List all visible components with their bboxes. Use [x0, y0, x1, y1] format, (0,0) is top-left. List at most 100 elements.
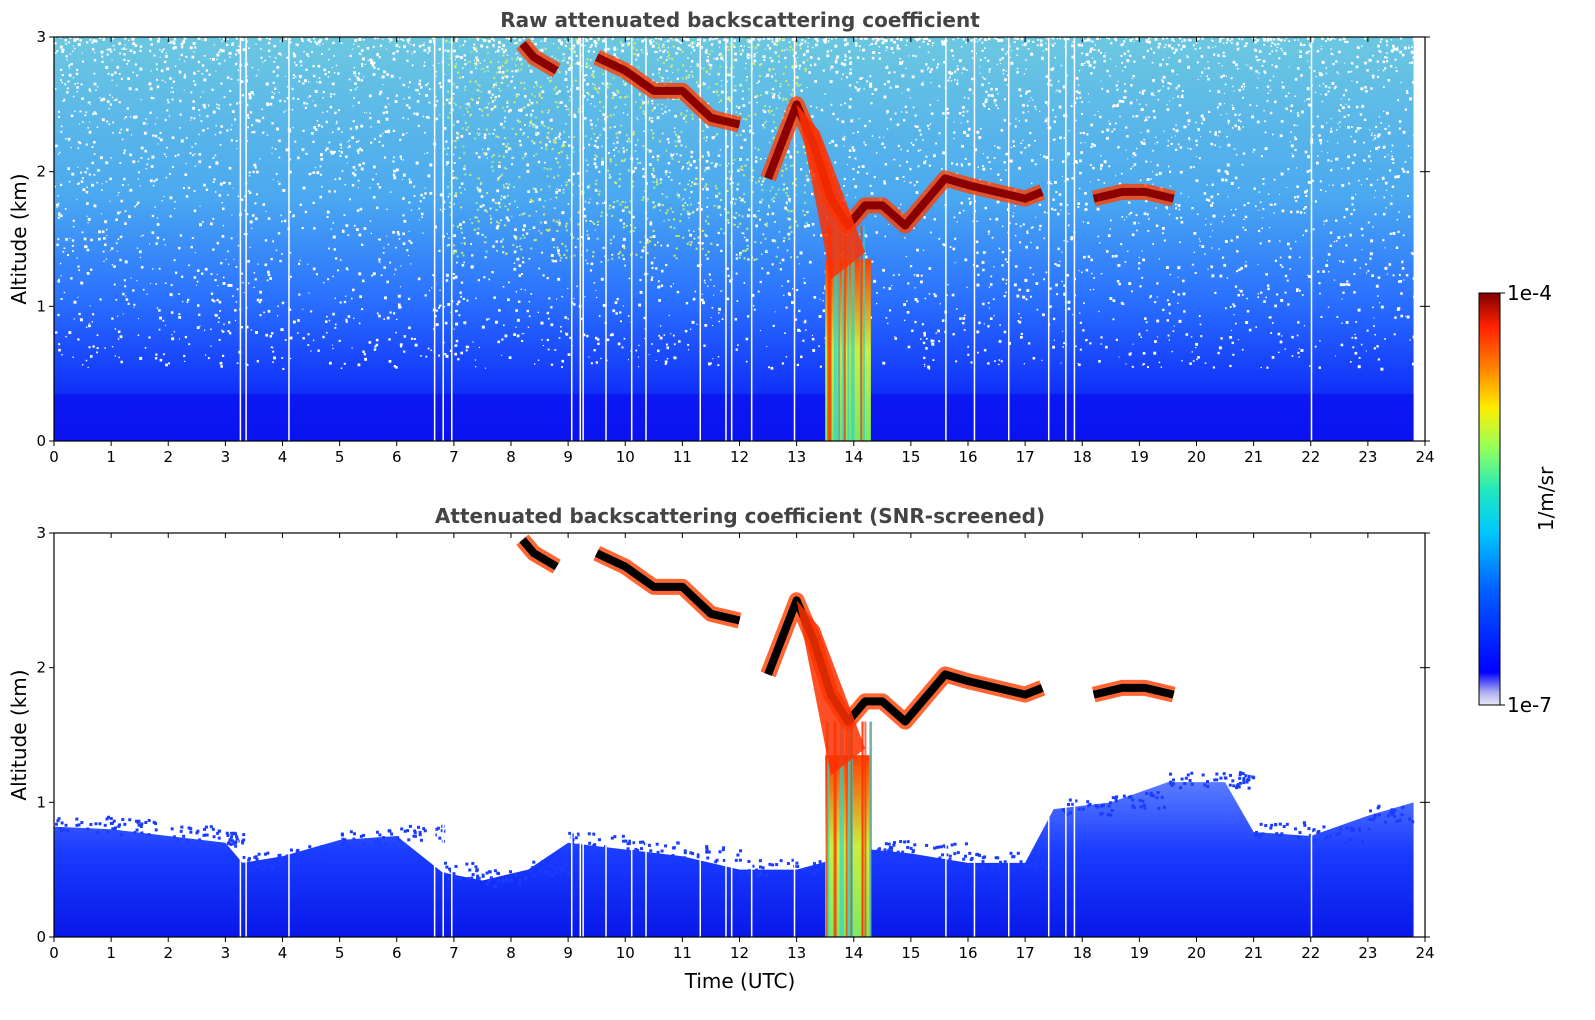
cloud-layer: [519, 537, 559, 571]
x-tick-label: 1: [106, 944, 116, 962]
data-gap: [793, 37, 796, 441]
x-tick-label: 13: [787, 448, 806, 466]
data-gap: [442, 37, 444, 441]
data-gap: [433, 533, 436, 937]
x-tick-label: 23: [1358, 944, 1377, 962]
cloud-layer: [594, 53, 741, 129]
data-gap: [451, 533, 453, 937]
x-tick-label: 9: [563, 944, 573, 962]
x-tick-label: 0: [49, 448, 59, 466]
data-gap: [699, 533, 702, 937]
boundary-layer: [54, 393, 1414, 441]
x-tick-label: 2: [163, 944, 173, 962]
y-tick-label: 2: [36, 659, 46, 677]
cloud-layer: [519, 41, 559, 75]
snr-screened-panel: Attenuated backscattering coefficient (S…: [7, 504, 1435, 993]
x-tick-label: 12: [730, 448, 749, 466]
boundary-layer: [54, 782, 1414, 937]
x-tick-label: 15: [901, 944, 920, 962]
data-gap: [1047, 533, 1050, 937]
data-gap: [582, 37, 584, 441]
data-gap: [1310, 37, 1313, 441]
x-tick-label: 10: [616, 448, 635, 466]
raw-backscatter-panel: Raw attenuated backscattering coefficien…: [7, 8, 1435, 466]
data-gap: [1007, 533, 1010, 937]
top-panel-title: Raw attenuated backscattering coefficien…: [500, 8, 980, 32]
data-gap: [579, 533, 582, 937]
data-gap: [579, 37, 582, 441]
data-gap: [645, 533, 647, 937]
data-gap: [973, 533, 976, 937]
x-tick-label: 3: [221, 944, 231, 962]
data-gap: [973, 37, 976, 441]
colorbar-max-label: 1e-4: [1507, 281, 1552, 305]
data-gap: [1007, 37, 1010, 441]
top-x-ticks: 0 1 2 3 4 5 6 7 8 9 10 11 12 13 14 15 16 17 18 19 20 21 22 23 24: [49, 37, 1435, 466]
y-tick-label: 2: [36, 163, 46, 181]
x-tick-label: 18: [1073, 944, 1092, 962]
x-tick-label: 21: [1244, 448, 1263, 466]
x-tick-label: 15: [901, 448, 920, 466]
x-tick-label: 4: [278, 448, 288, 466]
data-gap: [288, 533, 290, 937]
x-tick-label: 7: [449, 448, 459, 466]
data-gap: [605, 37, 607, 441]
data-gap: [239, 37, 242, 441]
y-tick-label: 0: [36, 432, 46, 450]
data-gap: [1047, 37, 1050, 441]
x-tick-label: 22: [1301, 944, 1320, 962]
x-tick-label: 7: [449, 944, 459, 962]
data-gap: [1065, 37, 1067, 441]
data-gap: [645, 37, 647, 441]
x-tick-label: 0: [49, 944, 59, 962]
x-tick-label: 4: [278, 944, 288, 962]
x-tick-label: 22: [1301, 448, 1320, 466]
x-tick-label: 8: [506, 448, 516, 466]
data-gap: [945, 37, 947, 441]
x-tick-label: 20: [1187, 944, 1206, 962]
top-heatmap: [54, 37, 1416, 441]
x-tick-label: 14: [844, 448, 863, 466]
data-gap: [750, 37, 753, 441]
x-tick-label: 9: [563, 448, 573, 466]
fall-streak: [796, 104, 866, 280]
bottom-y-axis-label: Altitude (km): [7, 669, 31, 800]
x-tick-label: 23: [1358, 448, 1377, 466]
y-tick-label: 3: [36, 524, 46, 542]
data-gap: [945, 533, 947, 937]
data-gap: [725, 37, 727, 441]
y-tick-label: 1: [36, 297, 46, 315]
x-tick-label: 17: [1016, 448, 1035, 466]
x-tick-label: 14: [844, 944, 863, 962]
x-tick-label: 19: [1130, 944, 1149, 962]
x-axis-label: Time (UTC): [684, 969, 796, 993]
data-gap: [442, 533, 444, 937]
colorbar-min-label: 1e-7: [1507, 693, 1552, 717]
cloud-layer: [1092, 683, 1175, 699]
data-gap: [630, 37, 633, 441]
data-gap: [1073, 533, 1076, 937]
x-tick-label: 18: [1073, 448, 1092, 466]
data-gap: [570, 37, 573, 441]
x-tick-label: 16: [958, 448, 977, 466]
cloud-layer: [1092, 187, 1175, 203]
data-gap: [630, 533, 633, 937]
bottom-y-ticks: 0 1 2 3: [36, 524, 1430, 946]
data-gap: [245, 37, 247, 441]
colorbar: 1e-4 1e-7 1/m/sr: [1478, 281, 1558, 717]
data-gap: [570, 533, 573, 937]
x-tick-label: 6: [392, 944, 402, 962]
data-gap: [288, 37, 290, 441]
data-gap: [730, 37, 733, 441]
cloud-layer: [594, 549, 741, 625]
bottom-x-ticks: 0 1 2 3 4 5 6 7 8 9 10 11 12 13 14 15 16 17 18 19 20 21 22 23 24: [49, 533, 1435, 962]
x-tick-label: 11: [673, 448, 692, 466]
data-gap: [239, 533, 242, 937]
colorbar-unit-label: 1/m/sr: [1534, 466, 1558, 531]
x-tick-label: 11: [673, 944, 692, 962]
y-tick-label: 3: [36, 28, 46, 46]
x-tick-label: 6: [392, 448, 402, 466]
colorbar-gradient: [1478, 292, 1501, 706]
x-tick-label: 24: [1415, 448, 1434, 466]
